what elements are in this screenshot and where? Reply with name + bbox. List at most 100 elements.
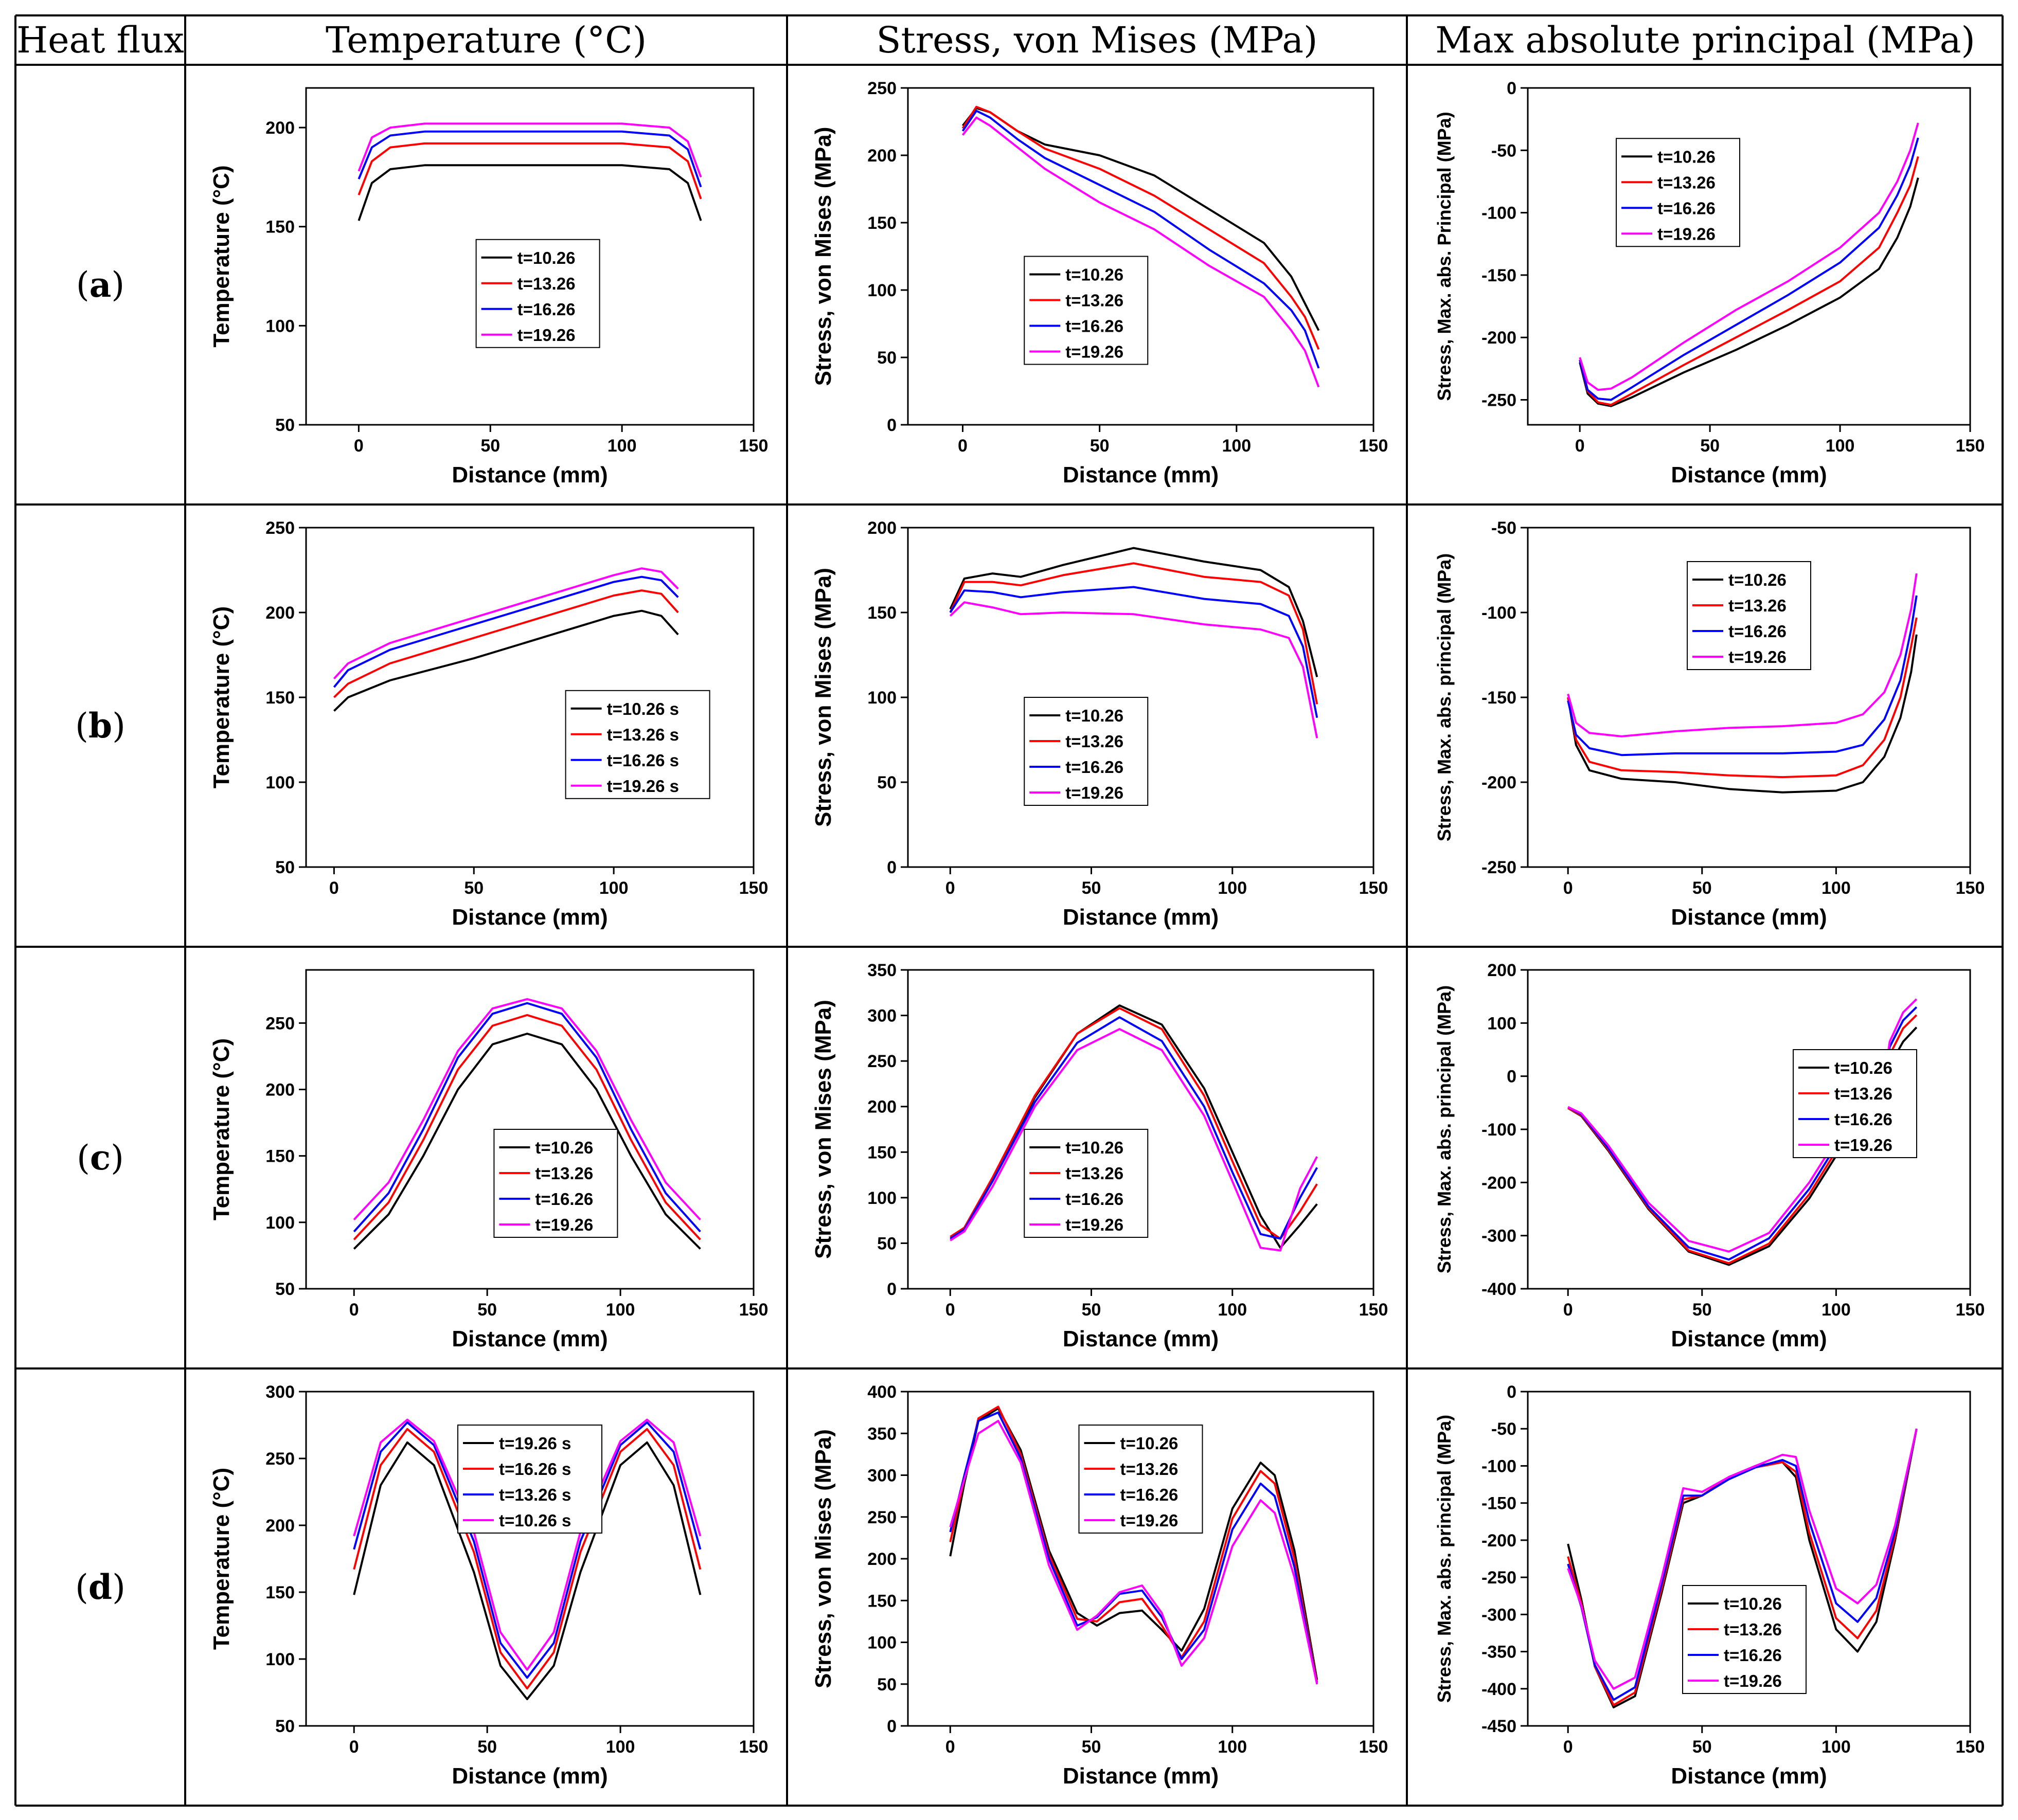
legend-label-4: t=19.26 (535, 1215, 593, 1234)
x-tick-label: 150 (1359, 878, 1388, 898)
x-tick-label: 0 (1563, 1737, 1573, 1757)
series-line-4 (358, 122, 702, 178)
y-tick-label: -250 (1481, 390, 1516, 410)
legend-label-3: t=16.26 (535, 1190, 593, 1209)
x-tick-label: 50 (1082, 878, 1101, 898)
series-line-2 (358, 142, 702, 200)
series-line-1 (333, 609, 679, 712)
series-line-2 (949, 1405, 1318, 1683)
y-tick-label: 250 (867, 1052, 897, 1071)
y-tick-label: 100 (867, 281, 897, 300)
x-tick-label: 0 (349, 1737, 359, 1757)
x-tick-label: 100 (599, 878, 629, 898)
y-tick-label: 350 (867, 1424, 897, 1444)
legend-label-3: t=13.26 s (499, 1485, 571, 1504)
y-tick-label: 0 (887, 1280, 897, 1299)
legend-label-1: t=10.26 (1120, 1434, 1178, 1453)
y-tick-label: -400 (1481, 1280, 1516, 1299)
x-tick-label: 100 (606, 1737, 635, 1757)
chart-d-principal: 0 50 100 150 -450 -400 -350 -300 -250 -200 -150 -10… (1434, 1382, 1985, 1789)
y-tick-label: 200 (1487, 961, 1516, 980)
y-tick-label: 0 (887, 858, 897, 877)
y-axis-label: Stress, Max. abs. Principal (MPa) (1434, 112, 1455, 401)
x-tick-label: 100 (1821, 1300, 1851, 1320)
x-tick-label: 50 (1692, 1737, 1712, 1757)
plot-frame (907, 969, 1374, 1290)
x-tick-label: 100 (1218, 878, 1247, 898)
series-line-3 (1579, 137, 1919, 401)
y-axis-label: Stress, von Mises (MPa) (811, 568, 836, 827)
x-tick-label: 100 (1218, 1737, 1247, 1757)
series-line-2 (1567, 617, 1918, 779)
y-axis-label: Temperature (°C) (209, 1468, 234, 1650)
y-tick-label: 200 (265, 118, 295, 138)
y-tick-label: -100 (1481, 1456, 1516, 1476)
y-tick-label: 150 (867, 1143, 897, 1162)
x-axis-label: Distance (mm) (1671, 462, 1827, 488)
row-label-a: (a) (76, 264, 125, 305)
legend-label-2: t=13.26 (1657, 173, 1716, 192)
x-tick-label: 0 (1563, 1300, 1573, 1320)
x-tick-label: 50 (480, 436, 500, 456)
y-tick-label: 300 (867, 1466, 897, 1486)
x-tick-label: 150 (1359, 1300, 1388, 1320)
legend-label-2: t=13.26 s (607, 725, 679, 744)
x-axis-label: Distance (mm) (1063, 1326, 1219, 1352)
series-line-4 (353, 998, 701, 1221)
series-line-1 (358, 164, 702, 221)
x-tick-label: 100 (1826, 436, 1855, 456)
y-tick-label: 100 (265, 1650, 295, 1669)
legend-label-3: t=16.26 (1065, 758, 1123, 777)
legend-label-3: t=16.26 (1728, 622, 1787, 641)
legend-label-3: t=16.26 (1065, 317, 1123, 336)
legend-label-4: t=10.26 s (499, 1511, 571, 1530)
chart-d-stress: 0 50 100 150 0 50 100 150 200 250 300 350 400 Distanc… (811, 1382, 1388, 1789)
y-tick-label: 250 (867, 1508, 897, 1527)
plot-frame (1527, 1391, 1971, 1727)
y-tick-label: 300 (867, 1006, 897, 1026)
series-line-2 (949, 562, 1318, 705)
y-tick-label: 0 (887, 1717, 897, 1736)
y-tick-label: 200 (867, 518, 897, 538)
y-tick-label: 100 (867, 688, 897, 708)
legend-label-4: t=19.26 s (607, 777, 679, 796)
series-line-3 (950, 1016, 1318, 1240)
legend-label-2: t=13.26 (535, 1164, 593, 1183)
y-tick-label: -200 (1481, 328, 1516, 348)
x-tick-label: 50 (1082, 1737, 1101, 1757)
series-line-3 (333, 575, 679, 688)
y-tick-label: 50 (275, 416, 295, 435)
y-tick-label: -100 (1481, 204, 1516, 223)
chart-c-principal: 0 50 100 150 -400 -300 -200 -100 0 100 200 Distance… (1434, 961, 1985, 1352)
series-line-4 (1567, 573, 1918, 737)
x-tick-label: 0 (945, 1737, 955, 1757)
y-tick-label: 150 (265, 218, 295, 237)
y-tick-label: -50 (1491, 141, 1516, 160)
y-tick-label: 150 (867, 1591, 897, 1611)
y-tick-label: -300 (1481, 1227, 1516, 1246)
x-tick-label: 50 (1082, 1300, 1101, 1320)
row-label-d: (d) (75, 1567, 126, 1607)
y-tick-label: 150 (265, 1583, 295, 1602)
series-line-1 (353, 1441, 702, 1700)
x-tick-label: 100 (606, 1300, 635, 1320)
series-line-1 (949, 1407, 1318, 1680)
legend-label-2: t=13.26 (1065, 1164, 1123, 1183)
y-tick-label: -450 (1481, 1717, 1516, 1736)
x-tick-label: 0 (1563, 878, 1573, 898)
plot-frame (305, 1391, 755, 1727)
x-axis-label: Distance (mm) (452, 905, 608, 930)
legend-label-4: t=19.26 (1120, 1511, 1178, 1530)
x-tick-label: 150 (739, 436, 769, 456)
x-tick-label: 150 (1956, 1300, 1985, 1320)
chart-b-temperature: 0 50 100 150 50 100 150 200 250 Distance (mm) Temp… (209, 518, 768, 930)
plot-frame (1527, 87, 1971, 426)
y-tick-label: -150 (1481, 688, 1516, 708)
x-tick-label: 50 (477, 1737, 497, 1757)
legend-label-4: t=19.26 (1834, 1136, 1892, 1155)
y-tick-label: 50 (275, 1280, 295, 1299)
chart-b-principal: 0 50 100 150 -250 -200 -150 -100 -50 Distance (mm… (1434, 518, 1985, 930)
series-line-2 (333, 589, 679, 698)
x-axis-label: Distance (mm) (1671, 1326, 1827, 1352)
